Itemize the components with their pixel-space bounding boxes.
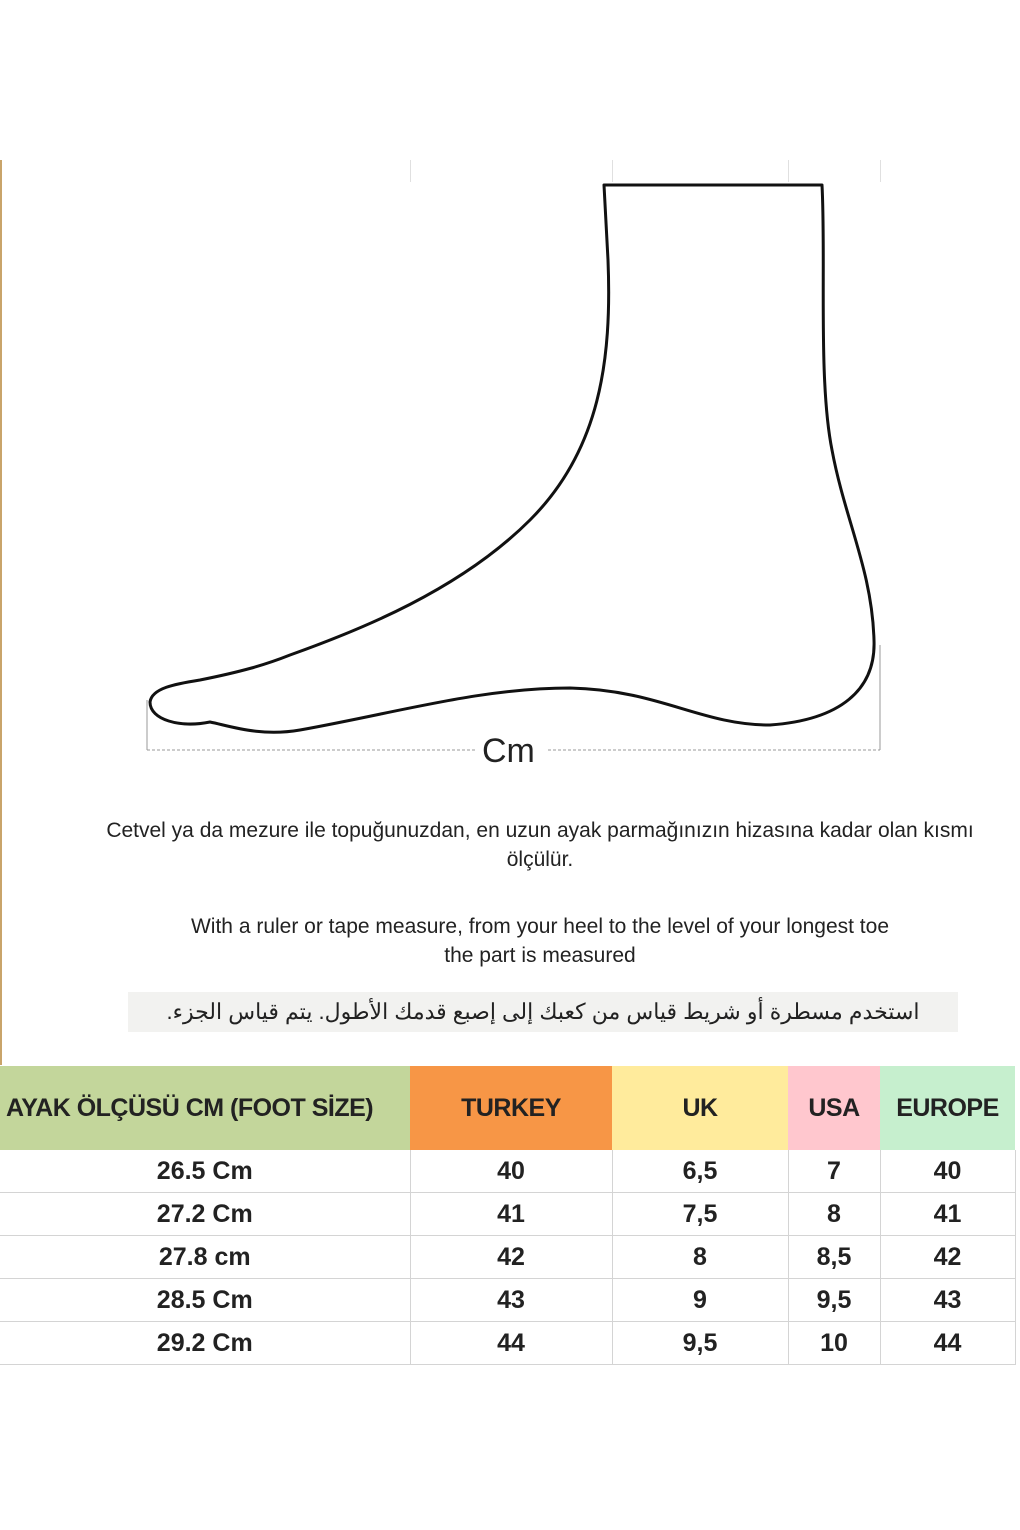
measure-label: Cm [482,732,535,770]
cell-turkey: 40 [410,1150,613,1193]
grid-line [612,160,613,182]
cell-uk: 6,5 [612,1150,789,1193]
cell-foot-size: 26.5 Cm [0,1150,411,1193]
grid-line [410,160,411,182]
cell-uk: 8 [612,1235,789,1279]
instruction-english-line2: the part is measured [444,944,636,967]
cell-usa: 8,5 [788,1235,881,1279]
cell-europe: 42 [880,1235,1016,1279]
header-europe: EUROPE [880,1066,1015,1150]
grid-line [788,160,789,182]
cell-usa: 8 [788,1192,881,1236]
table-row: 26.5 Cm 40 6,5 7 40 [0,1150,1016,1193]
cell-foot-size: 28.5 Cm [0,1278,411,1322]
cell-uk: 9 [612,1278,789,1322]
instruction-arabic: استخدم مسطرة أو شريط قياس من كعبك إلى إص… [128,992,958,1032]
cell-europe: 41 [880,1192,1016,1236]
cell-usa: 10 [788,1321,881,1365]
table-header-row: AYAK ÖLÇÜSÜ CM (FOOT SİZE) TURKEY UK USA… [0,1066,1015,1150]
cell-uk: 9,5 [612,1321,789,1365]
foot-outline-diagram [146,183,881,751]
instruction-english-line1: With a ruler or tape measure, from your … [190,915,889,938]
grid-line [880,160,881,182]
cell-turkey: 43 [410,1278,613,1322]
table-row: 29.2 Cm 44 9,5 10 44 [0,1321,1016,1365]
cell-europe: 43 [880,1278,1016,1322]
cell-turkey: 41 [410,1192,613,1236]
cell-turkey: 42 [410,1235,613,1279]
cell-uk: 7,5 [612,1192,789,1236]
cell-usa: 9,5 [788,1278,881,1322]
table-row: 28.5 Cm 43 9 9,5 43 [0,1278,1016,1322]
table-row: 27.8 cm 42 8 8,5 42 [0,1235,1016,1279]
cell-europe: 40 [880,1150,1016,1193]
instruction-turkish: Cetvel ya da mezure ile topuğunuzdan, en… [106,819,974,871]
cell-foot-size: 27.8 cm [0,1235,411,1279]
table-row: 27.2 Cm 41 7,5 8 41 [0,1192,1016,1236]
cell-europe: 44 [880,1321,1016,1365]
cell-turkey: 44 [410,1321,613,1365]
header-usa: USA [788,1066,880,1150]
cell-foot-size: 29.2 Cm [0,1321,411,1365]
left-border [0,160,2,1065]
cell-foot-size: 27.2 Cm [0,1192,411,1236]
cell-usa: 7 [788,1150,881,1193]
foot-outline [148,183,876,734]
size-table: AYAK ÖLÇÜSÜ CM (FOOT SİZE) TURKEY UK USA… [0,1066,1016,1365]
header-uk: UK [612,1066,788,1150]
header-foot-size: AYAK ÖLÇÜSÜ CM (FOOT SİZE) [0,1066,410,1150]
header-turkey: TURKEY [410,1066,612,1150]
